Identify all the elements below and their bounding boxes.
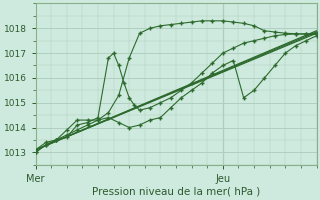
X-axis label: Pression niveau de la mer( hPa ): Pression niveau de la mer( hPa ): [92, 187, 260, 197]
